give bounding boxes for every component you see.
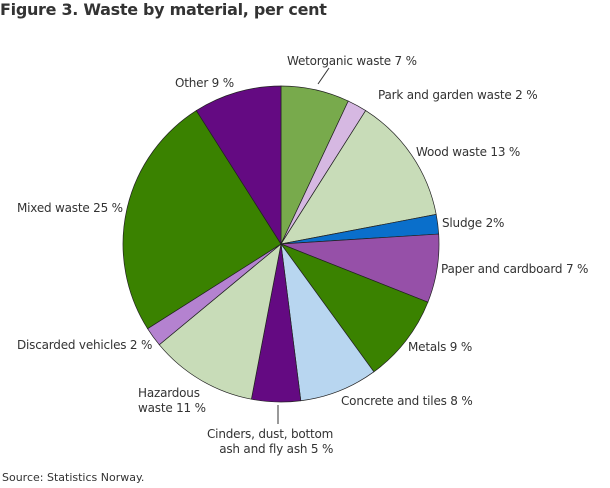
pie-slice-11 — [195, 85, 282, 246]
pie-slice-10 — [122, 110, 282, 330]
pie-slice-5 — [280, 243, 429, 373]
label-hazardous-line2: waste 11 % — [138, 401, 206, 415]
label-park: Park and garden waste 2 % — [378, 88, 538, 102]
leader-line-wetorganic — [317, 67, 330, 85]
label-mixed: Mixed waste 25 % — [17, 201, 123, 215]
pie-slice-8 — [158, 243, 282, 400]
label-wetorganic: Wetorganic waste 7 % — [287, 54, 417, 68]
label-hazardous: Hazardous waste 11 % — [138, 386, 206, 416]
label-cinders: Cinders, dust, bottom ash and fly ash 5 … — [207, 427, 333, 457]
label-concrete: Concrete and tiles 8 % — [341, 394, 473, 408]
label-wood: Wood waste 13 % — [416, 145, 521, 159]
label-discarded-vehicles: Discarded vehicles 2 % — [17, 338, 153, 352]
label-paper: Paper and cardboard 7 % — [441, 262, 589, 276]
label-metals: Metals 9 % — [408, 340, 473, 354]
label-hazardous-line1: Hazardous — [138, 386, 200, 400]
source-note: Source: Statistics Norway. — [2, 471, 145, 484]
label-sludge: Sludge 2% — [442, 216, 505, 230]
label-cinders-line2: ash and fly ash 5 % — [219, 442, 334, 456]
pie-slice-2 — [280, 110, 437, 245]
chart-title: Figure 3. Waste by material, per cent — [0, 0, 327, 19]
label-other: Other 9 % — [175, 76, 234, 90]
label-cinders-line1: Cinders, dust, bottom — [207, 427, 334, 441]
